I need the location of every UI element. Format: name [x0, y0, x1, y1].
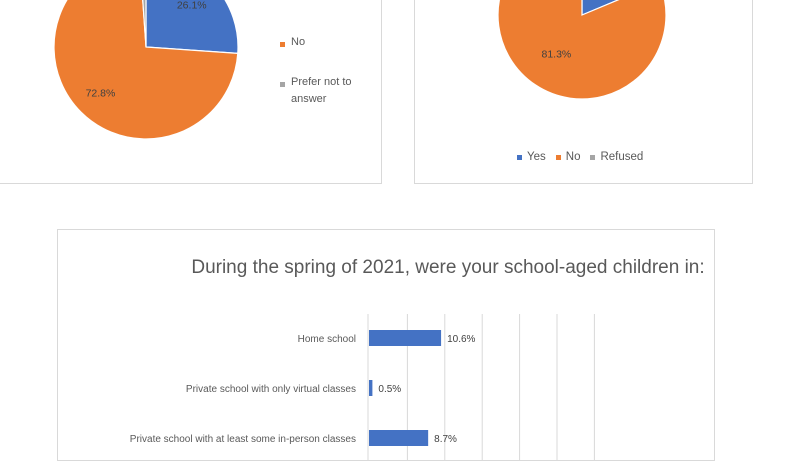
legend-label-yes: Yes	[527, 151, 546, 163]
bar-private-school-with-at-least-some-in-person-classes	[369, 430, 429, 446]
bar-chart-title: During the spring of 2021, were your sch…	[191, 257, 705, 278]
legend-item-no: No	[280, 36, 305, 51]
value-label-home-school: 10.6%	[447, 334, 475, 345]
pie-label-no: 81.3%	[542, 48, 572, 60]
category-label-private-school-with-only-virtual-classes: Private school with only virtual classes	[186, 384, 356, 395]
legend-right: Yes No Refused	[517, 151, 653, 163]
pie-label-yes: 26.1%	[177, 0, 207, 11]
legend-item-refused: Refused	[590, 151, 643, 163]
category-label-home-school: Home school	[298, 334, 356, 345]
bar-private-school-with-only-virtual-classes	[369, 380, 373, 396]
pie-chart-right: 81.3%	[497, 0, 667, 100]
legend-label-prefer-not-to-answer: Prefer not to answer	[291, 76, 352, 105]
pie-chart-left: 26.1% 72.8%	[53, 0, 239, 140]
bar-chart-panel: During the spring of 2021, were your sch…	[57, 229, 715, 461]
pie-slice-no	[53, 0, 239, 140]
pie-slice-prefer-not-to-answer	[142, 0, 147, 48]
pie-chart-left-panel: 26.1% 72.8% No Prefer not to answer	[0, 0, 382, 184]
legend-item-yes: Yes	[517, 151, 546, 163]
legend-swatch-no-right	[555, 154, 561, 160]
pie-slice-yes	[145, 0, 239, 54]
legend-item-prefer-not-to-answer: Prefer not to answer	[280, 76, 371, 108]
pie-chart-right-panel: 81.3% Yes No Refused	[414, 0, 753, 184]
legend-label-refused: Refused	[600, 151, 644, 163]
legend-swatch-no	[280, 42, 285, 47]
pie-label-no: 72.8%	[86, 88, 116, 100]
legend-swatch-yes	[517, 154, 522, 160]
value-label-private-school-with-only-virtual-classes: 0.5%	[378, 384, 401, 395]
legend-swatch-prefer-not-to-answer	[280, 82, 285, 87]
bar-chart: Home school 10.6% Private school with only…	[130, 314, 595, 460]
legend-label-no: No	[291, 36, 306, 48]
pie-slice-no	[497, 0, 667, 100]
legend-swatch-refused	[590, 154, 596, 160]
bar-home-school	[369, 330, 442, 346]
legend-label-no-right: No	[565, 151, 581, 163]
pie-slice-yes	[581, 0, 620, 16]
legend-item-no-right: No	[555, 151, 581, 163]
